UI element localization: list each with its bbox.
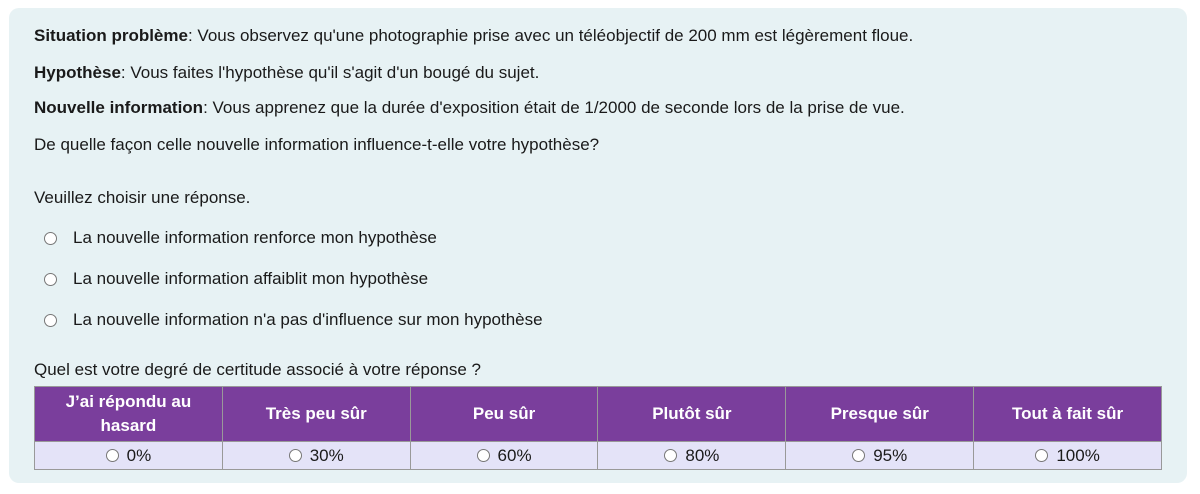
instruction-text: Veuillez choisir une réponse. — [34, 188, 251, 207]
option-label: La nouvelle information n'a pas d'influe… — [73, 310, 543, 329]
certainty-option-95[interactable]: 95% — [785, 441, 975, 470]
situation-text: Situation problème: Vous observez qu'une… — [34, 26, 913, 46]
certainty-header: Très peu sûr — [221, 386, 411, 442]
answer-option-1[interactable]: La nouvelle information renforce mon hyp… — [44, 228, 437, 248]
certainty-value: 80% — [685, 445, 720, 465]
radio-icon[interactable] — [44, 313, 57, 327]
new-info-body: : Vous apprenez que la durée d'expositio… — [203, 98, 905, 117]
radio-icon[interactable] — [44, 231, 57, 245]
certainty-option-0[interactable]: 0% — [34, 441, 223, 470]
certainty-value: 30% — [309, 445, 344, 465]
answer-option-3[interactable]: La nouvelle information n'a pas d'influe… — [44, 310, 543, 330]
certainty-option-80[interactable]: 80% — [597, 441, 787, 470]
certainty-header: Peu sûr — [409, 386, 599, 442]
new-info-label: Nouvelle information — [34, 98, 204, 117]
certainty-table: J’ai répondu au hasard Très peu sûr Peu … — [34, 386, 1162, 470]
radio-icon[interactable] — [852, 448, 866, 462]
certainty-option-30[interactable]: 30% — [221, 441, 411, 470]
hypothesis-label: Hypothèse — [34, 63, 121, 82]
certainty-question: Quel est votre degré de certitude associ… — [34, 360, 481, 379]
radio-icon[interactable] — [105, 448, 119, 462]
radio-icon[interactable] — [476, 448, 490, 462]
certainty-header: Presque sûr — [785, 386, 975, 442]
certainty-value: 95% — [873, 445, 908, 465]
certainty-value: 100% — [1056, 445, 1100, 465]
certainty-option-60[interactable]: 60% — [409, 441, 599, 470]
hypothesis-text: Hypothèse: Vous faites l'hypothèse qu'il… — [34, 63, 539, 83]
new-info-text: Nouvelle information: Vous apprenez que … — [34, 98, 905, 118]
certainty-option-100[interactable]: 100% — [973, 441, 1162, 470]
answer-option-2[interactable]: La nouvelle information affaiblit mon hy… — [44, 269, 428, 289]
certainty-header: Plutôt sûr — [597, 386, 787, 442]
question-text: De quelle façon celle nouvelle informati… — [34, 135, 600, 154]
certainty-header: Tout à fait sûr — [973, 386, 1162, 442]
certainty-value: 0% — [126, 445, 152, 465]
hypothesis-body: : Vous faites l'hypothèse qu'il s'agit d… — [120, 63, 540, 82]
radio-icon[interactable] — [288, 448, 302, 462]
radio-icon[interactable] — [1035, 448, 1049, 462]
radio-icon[interactable] — [664, 448, 678, 462]
situation-body: : Vous observez qu'une photographie pris… — [187, 26, 914, 45]
option-label: La nouvelle information affaiblit mon hy… — [73, 269, 429, 288]
certainty-header: J’ai répondu au hasard — [34, 386, 223, 442]
certainty-value: 60% — [497, 445, 532, 465]
radio-icon[interactable] — [44, 272, 57, 286]
option-label: La nouvelle information renforce mon hyp… — [73, 228, 437, 247]
situation-label: Situation problème — [34, 26, 188, 45]
